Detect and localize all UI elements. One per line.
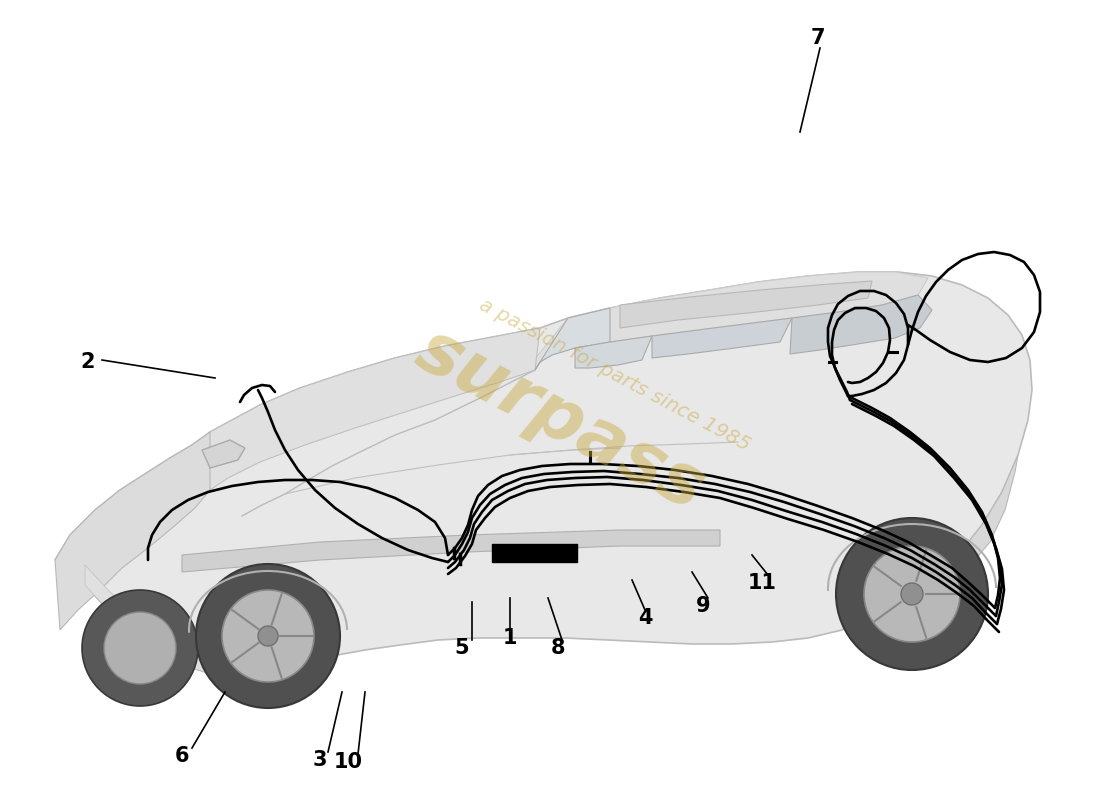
Circle shape xyxy=(104,612,176,684)
Text: 11: 11 xyxy=(748,573,777,593)
Polygon shape xyxy=(182,530,720,572)
Polygon shape xyxy=(790,295,932,354)
Polygon shape xyxy=(195,328,540,490)
Text: 6: 6 xyxy=(175,746,189,766)
Polygon shape xyxy=(620,281,872,328)
Circle shape xyxy=(258,626,278,646)
Circle shape xyxy=(901,583,923,605)
Polygon shape xyxy=(85,565,275,674)
Text: 7: 7 xyxy=(811,28,825,48)
Polygon shape xyxy=(652,318,792,358)
Text: 3: 3 xyxy=(312,750,328,770)
Circle shape xyxy=(82,590,198,706)
Polygon shape xyxy=(530,272,928,370)
Polygon shape xyxy=(55,272,1032,674)
Polygon shape xyxy=(202,440,245,468)
Text: 8: 8 xyxy=(551,638,565,658)
Text: 1: 1 xyxy=(503,628,517,648)
Circle shape xyxy=(196,564,340,708)
Text: 10: 10 xyxy=(333,752,363,772)
Polygon shape xyxy=(575,336,652,368)
Text: 9: 9 xyxy=(695,596,711,616)
Circle shape xyxy=(222,590,314,682)
Circle shape xyxy=(864,546,960,642)
Text: surpass: surpass xyxy=(404,315,716,525)
Text: 5: 5 xyxy=(454,638,470,658)
Text: a passion for parts since 1985: a passion for parts since 1985 xyxy=(476,295,754,454)
Circle shape xyxy=(836,518,988,670)
Text: 4: 4 xyxy=(638,608,652,628)
Polygon shape xyxy=(535,308,611,370)
Bar xyxy=(492,544,578,562)
Polygon shape xyxy=(902,455,1018,625)
Polygon shape xyxy=(55,432,210,630)
Text: 2: 2 xyxy=(80,352,96,372)
